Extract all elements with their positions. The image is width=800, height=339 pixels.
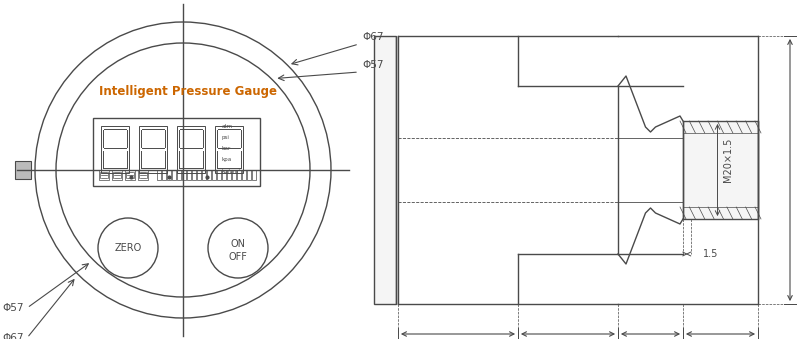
Bar (182, 170, 186, 180)
Bar (222, 170, 226, 180)
Bar (192, 170, 196, 180)
Text: M20×1.5: M20×1.5 (723, 138, 734, 182)
Bar (139, 126, 167, 173)
Bar (177, 126, 205, 173)
Bar (227, 170, 231, 180)
Text: Φ57: Φ57 (2, 303, 24, 313)
Bar (212, 170, 216, 180)
Text: Φ67: Φ67 (2, 333, 24, 339)
Bar (187, 170, 191, 180)
Bar (162, 170, 166, 180)
Bar (207, 170, 211, 180)
Text: psi: psi (222, 135, 230, 140)
Bar (125, 170, 135, 180)
Bar (101, 126, 129, 173)
Bar (683, 121, 758, 219)
Bar (202, 170, 206, 180)
Text: Φ57: Φ57 (362, 60, 383, 70)
Text: 1.5: 1.5 (702, 249, 718, 259)
Bar (247, 170, 251, 180)
Bar (112, 170, 122, 180)
Bar (242, 170, 246, 180)
Bar (93, 118, 260, 186)
Bar (15, 161, 31, 179)
Bar (167, 170, 171, 180)
Bar (157, 170, 161, 180)
Bar (172, 170, 176, 180)
Bar (217, 170, 221, 180)
Bar (252, 170, 256, 180)
Text: Φ67: Φ67 (362, 32, 383, 42)
Bar (197, 170, 201, 180)
Text: ZERO: ZERO (114, 243, 142, 253)
Bar (99, 170, 109, 180)
Text: OFF: OFF (229, 252, 247, 262)
Text: bar: bar (222, 146, 231, 151)
Bar (215, 126, 243, 173)
Bar (237, 170, 241, 180)
Bar (177, 170, 181, 180)
Text: ON: ON (230, 239, 246, 249)
Text: Intelligent Pressure Gauge: Intelligent Pressure Gauge (99, 85, 277, 99)
Text: kg/cm²: kg/cm² (222, 168, 242, 174)
Bar (374, 36, 396, 304)
Bar (138, 170, 148, 180)
Bar (232, 170, 236, 180)
Text: kpa: kpa (222, 157, 232, 162)
Text: atm: atm (222, 124, 233, 129)
